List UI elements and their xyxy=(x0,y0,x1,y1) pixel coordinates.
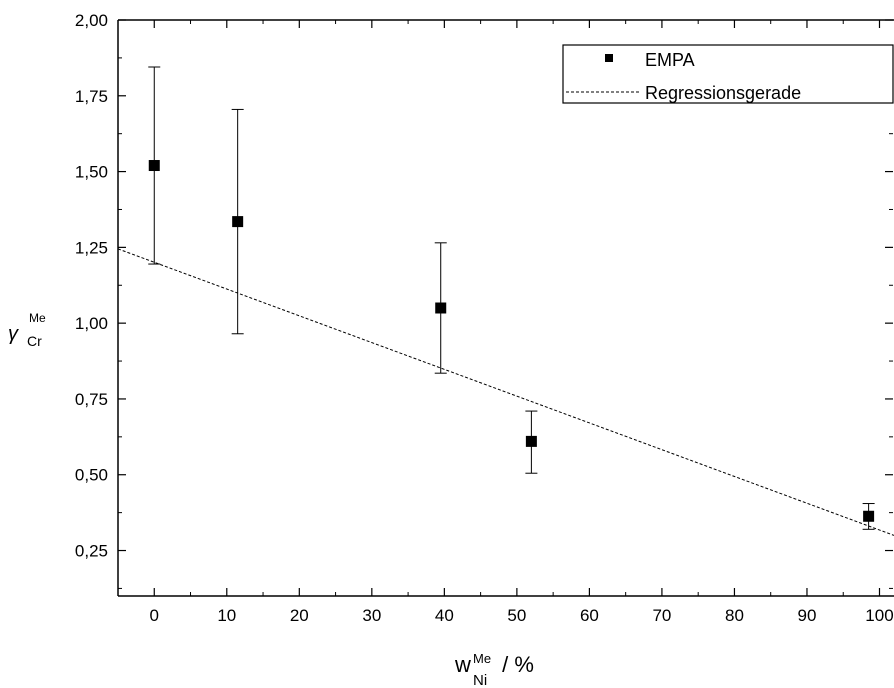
regression-line-layer xyxy=(117,248,894,536)
y-tick-label: 0,75 xyxy=(75,390,108,409)
y-axis-label: γ Me Cr xyxy=(8,305,51,349)
y-tick-label: 1,50 xyxy=(75,163,108,182)
y-axis-label-sup: Me xyxy=(29,311,46,325)
error-bars xyxy=(148,66,875,530)
legend-marker-empa xyxy=(605,54,613,62)
y-tick-label: 1,75 xyxy=(75,87,108,106)
data-point-empa xyxy=(525,435,537,447)
plot-frame xyxy=(117,19,894,597)
data-point-empa xyxy=(435,302,447,314)
x-tick-label: 40 xyxy=(435,606,454,625)
data-markers xyxy=(148,160,875,522)
axis-ticks: 0 10 20 30 40 50 60 70 80 90 100 0,25 0,50 0,75 1,00 1,… xyxy=(75,11,894,625)
x-tick-label: 90 xyxy=(798,606,817,625)
y-tick-label: 2,00 xyxy=(75,11,108,30)
x-tick-label: 20 xyxy=(290,606,309,625)
legend-label-empa: EMPA xyxy=(645,50,695,70)
data-point-empa xyxy=(863,510,875,522)
x-tick-label: 60 xyxy=(580,606,599,625)
x-axis-label-suffix: / % xyxy=(496,652,534,677)
y-tick-label: 0,50 xyxy=(75,466,108,485)
y-tick-label: 0,25 xyxy=(75,542,108,561)
x-axis-label-sup: Me xyxy=(473,651,491,666)
legend-label-regression: Regressionsgerade xyxy=(645,83,801,103)
x-axis-label-main: w xyxy=(454,652,471,677)
x-tick-label: 10 xyxy=(217,606,236,625)
y-axis-label-sub: Cr xyxy=(27,333,42,349)
regression-line xyxy=(117,248,894,536)
legend-box xyxy=(562,44,894,104)
x-tick-label: 70 xyxy=(652,606,671,625)
y-tick-label: 1,25 xyxy=(75,238,108,257)
x-tick-label: 0 xyxy=(150,606,159,625)
data-point-empa xyxy=(148,160,160,172)
data-point-empa xyxy=(232,216,244,228)
x-axis-label: w Me Ni / % xyxy=(454,643,534,688)
x-tick-label: 80 xyxy=(725,606,744,625)
y-tick-label: 1,00 xyxy=(75,314,108,333)
legend: EMPA Regressionsgerade xyxy=(562,44,894,104)
x-tick-label: 100 xyxy=(865,606,893,625)
x-axis-label-sub: Ni xyxy=(473,672,487,688)
x-tick-label: 50 xyxy=(507,606,526,625)
y-axis-label-main: γ xyxy=(8,323,19,345)
x-tick-label: 30 xyxy=(362,606,381,625)
